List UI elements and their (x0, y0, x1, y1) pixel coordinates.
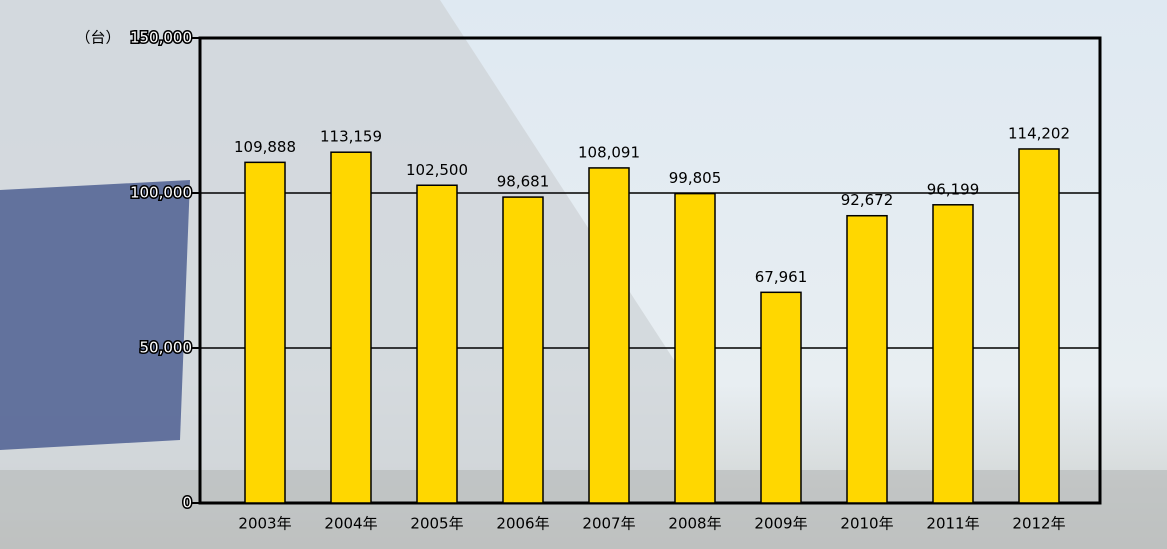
y-tick-label: 150,000 (130, 29, 192, 47)
x-tick-label: 2005年 (410, 515, 463, 533)
x-tick-label: 2008年 (668, 515, 721, 533)
x-tick-label: 2003年 (238, 515, 291, 533)
x-tick-label: 2012年 (1012, 515, 1065, 533)
y-unit: （台） (75, 29, 120, 47)
x-tick-label: 2004年 (324, 515, 377, 533)
value-label: 96,199 (927, 180, 980, 198)
value-label: 113,159 (320, 128, 382, 146)
x-tick-label: 2006年 (496, 515, 549, 533)
y-tick-label: 50,000 (140, 339, 193, 357)
x-tick-label: 2010年 (840, 515, 893, 533)
bar (847, 216, 887, 503)
bar (761, 292, 801, 503)
bar (933, 205, 973, 503)
ground (0, 470, 1167, 549)
value-label: 67,961 (755, 268, 808, 286)
bar (1019, 149, 1059, 503)
value-label: 92,672 (841, 191, 894, 209)
value-label: 99,805 (669, 169, 722, 187)
value-label: 108,091 (578, 143, 640, 161)
value-label: 114,202 (1008, 124, 1070, 142)
x-tick-label: 2007年 (582, 515, 635, 533)
bar (417, 185, 457, 503)
x-tick-label: 2009年 (754, 515, 807, 533)
bar (589, 168, 629, 503)
value-label: 102,500 (406, 161, 468, 179)
y-tick-label: 0 (182, 494, 192, 512)
x-tick-label: 2011年 (926, 515, 979, 533)
bar (331, 152, 371, 503)
y-tick-label: 100,000 (130, 184, 192, 202)
bar (503, 197, 543, 503)
chart: （台） 0 50,000 100,000 150,000 109,888 2003年 113… (0, 0, 1167, 549)
value-label: 109,888 (234, 138, 296, 156)
bar (245, 162, 285, 503)
ship-hull (0, 180, 190, 450)
value-label: 98,681 (497, 173, 550, 191)
bar (675, 194, 715, 503)
